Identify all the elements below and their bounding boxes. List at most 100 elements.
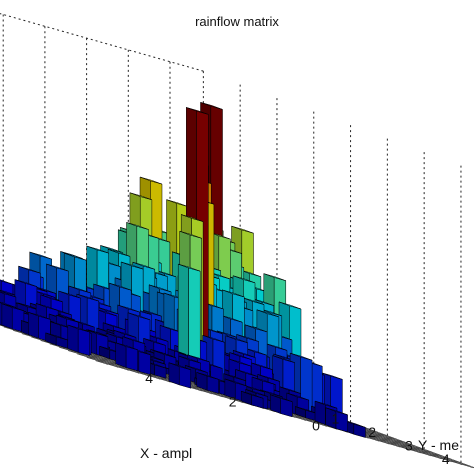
bar-face — [257, 374, 280, 382]
bar-face — [263, 273, 286, 281]
bar-face — [1, 303, 24, 312]
bar-face — [235, 369, 258, 377]
bar-face — [178, 263, 201, 272]
axis-ticks: 123456420 — [145, 370, 450, 467]
bar-face — [228, 358, 252, 367]
bar-face — [96, 306, 119, 315]
bar-face — [272, 355, 295, 363]
floor-grid-line — [0, 324, 108, 365]
x-axis-label: X - ampl — [140, 445, 192, 461]
bar — [325, 407, 348, 433]
bar-face — [202, 334, 225, 343]
bar-face — [229, 352, 252, 360]
bar-face — [241, 390, 264, 399]
bar-face — [278, 301, 302, 310]
y-tick-label: 0 — [312, 417, 320, 433]
bar-face — [108, 249, 131, 257]
bar-face — [187, 354, 210, 363]
bar — [115, 342, 138, 372]
bar-face — [1, 303, 13, 330]
bar-face — [100, 245, 123, 253]
bar-face — [67, 324, 79, 353]
bar-face — [250, 362, 273, 370]
bar-face — [178, 366, 192, 389]
bar-face — [270, 394, 293, 402]
bar-face — [325, 407, 348, 416]
bar-face — [117, 304, 140, 313]
bar-face — [168, 362, 191, 371]
bar-face — [18, 265, 41, 274]
bar-face — [320, 372, 343, 380]
bar-face — [232, 275, 256, 284]
x-tick-label: 1 — [331, 411, 339, 427]
bar-face — [251, 376, 275, 385]
bar-face — [113, 330, 137, 338]
bar-face — [86, 245, 109, 254]
bar-face — [139, 176, 163, 185]
bar-face — [28, 311, 39, 339]
y-axis-label: Y - me — [418, 437, 459, 453]
bar-face — [109, 282, 132, 291]
bar-face — [36, 303, 59, 311]
bar — [67, 324, 91, 356]
x-tick-label: 3 — [405, 438, 413, 454]
bar-face — [186, 107, 209, 115]
y-tick-label: 2 — [229, 394, 237, 410]
bar — [196, 372, 219, 394]
bar-face — [46, 263, 69, 272]
bar — [1, 303, 25, 333]
back-wall-gridlines — [0, 13, 462, 463]
bar-face — [353, 423, 366, 438]
bar-face — [200, 102, 223, 110]
bar-face — [260, 389, 283, 398]
bar-face — [122, 336, 145, 344]
bar-face — [244, 347, 267, 356]
bar-face — [225, 335, 248, 344]
bar — [240, 390, 264, 409]
bar-face — [126, 222, 149, 230]
bar-face — [76, 293, 99, 302]
bar-face — [233, 350, 256, 358]
bar-face — [241, 297, 265, 305]
bar-face — [153, 350, 176, 359]
bar-face — [245, 389, 268, 397]
bar-face — [290, 352, 313, 361]
bar-face — [125, 346, 138, 372]
bar-face — [256, 309, 279, 318]
bar-face — [77, 328, 91, 356]
y-tick-label: 4 — [145, 370, 153, 386]
bar-face — [121, 261, 144, 270]
bar-face — [179, 230, 202, 239]
bar-face — [222, 289, 245, 298]
bar-face — [181, 214, 204, 222]
bar-face — [16, 302, 40, 311]
bar-face — [40, 294, 63, 303]
bar-face — [85, 329, 108, 338]
floor-grid-line — [0, 323, 119, 368]
chart-title: rainflow matrix — [195, 14, 279, 29]
bar-face — [278, 386, 301, 394]
x-tick-label: 4 — [442, 451, 450, 467]
bar-face — [67, 324, 90, 333]
bar — [168, 362, 192, 389]
bar-face — [178, 355, 201, 364]
bar-face — [223, 373, 246, 381]
bar-face — [33, 286, 56, 294]
bar-face — [143, 338, 166, 346]
bar-face — [0, 279, 13, 285]
bar-face — [64, 252, 87, 261]
bar — [177, 263, 201, 380]
bar-face — [56, 314, 79, 323]
bar-face — [295, 406, 318, 414]
bar-face — [185, 365, 208, 373]
bar-face — [103, 322, 126, 330]
bar-face — [149, 284, 172, 293]
bar-face — [166, 199, 189, 207]
bar-face — [196, 372, 219, 380]
bar-face — [286, 392, 309, 401]
bar-face — [245, 324, 268, 333]
bar-face — [14, 279, 37, 287]
bar-face — [132, 261, 155, 270]
bar-face — [0, 289, 18, 297]
